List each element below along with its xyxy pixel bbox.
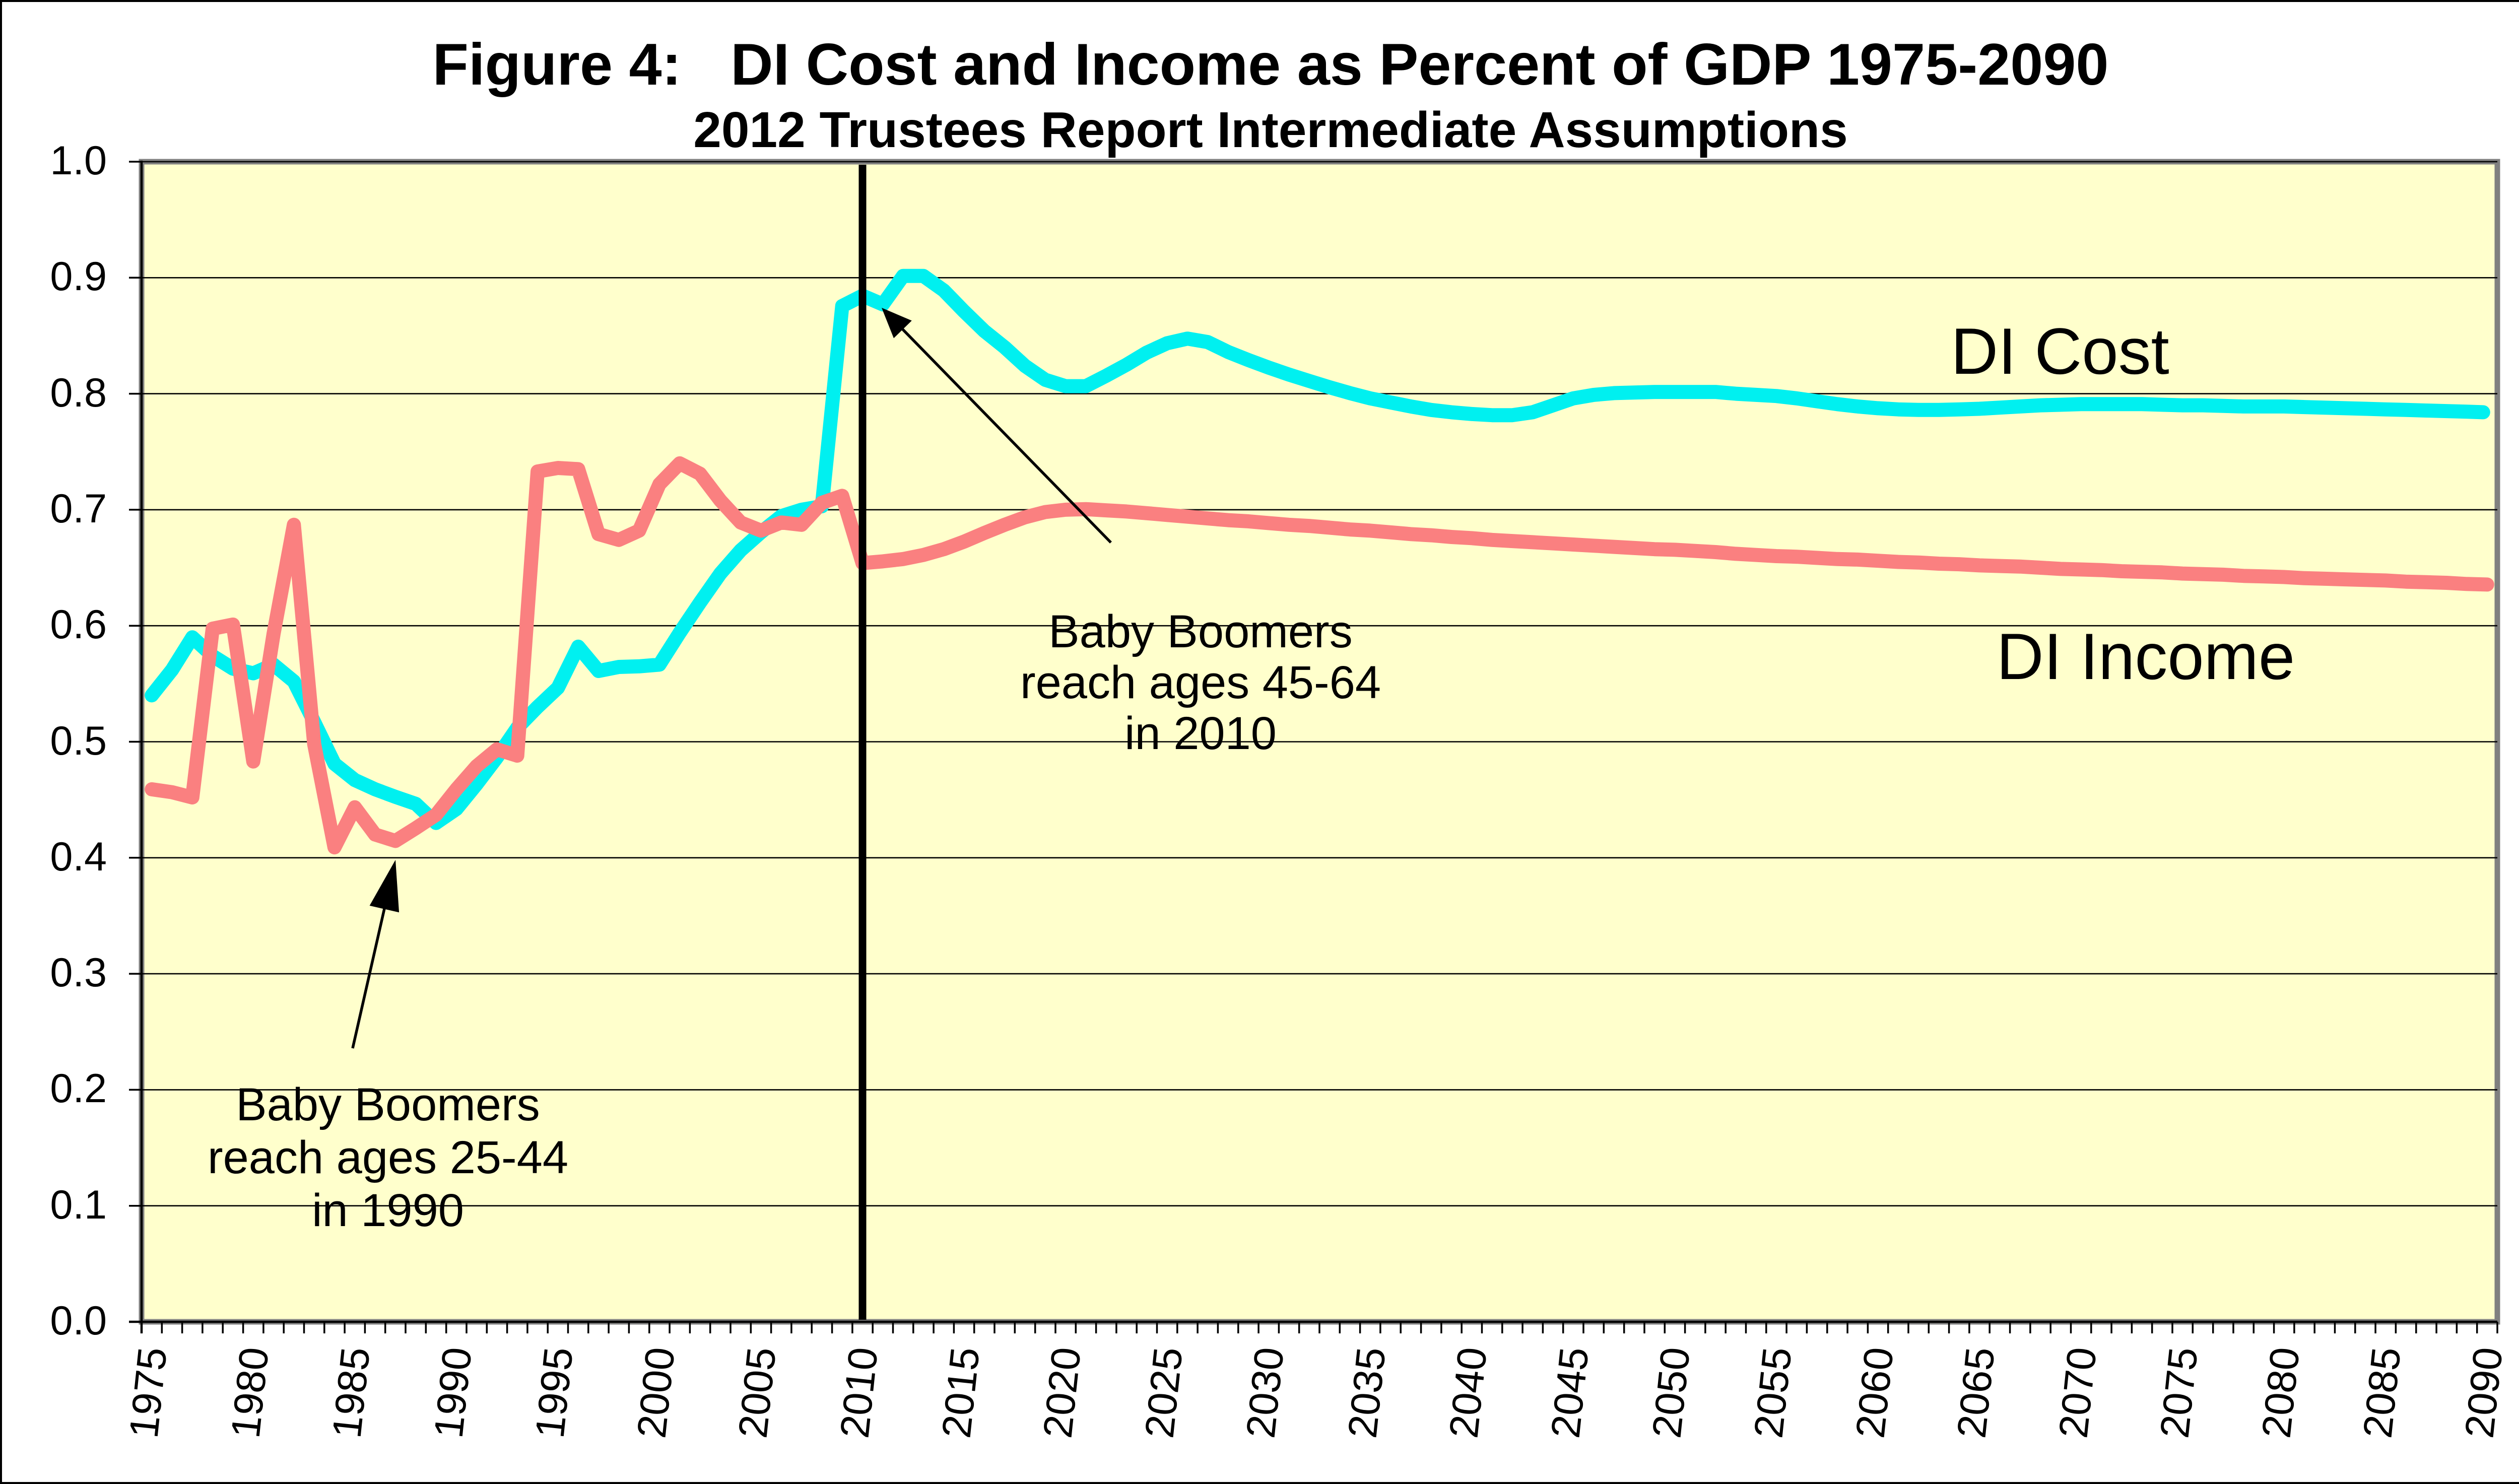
svg-text:2000: 2000 — [629, 1345, 684, 1440]
svg-text:2010: 2010 — [832, 1345, 887, 1440]
svg-text:2085: 2085 — [2355, 1345, 2410, 1440]
svg-text:Baby Boomers: Baby Boomers — [1048, 606, 1352, 657]
svg-text:2060: 2060 — [1848, 1345, 1902, 1440]
svg-text:2045: 2045 — [1543, 1345, 1598, 1440]
svg-text:2090: 2090 — [2457, 1345, 2511, 1440]
svg-text:1990: 1990 — [426, 1345, 481, 1440]
svg-text:0.3: 0.3 — [50, 950, 107, 995]
svg-text:2070: 2070 — [2051, 1345, 2105, 1440]
svg-text:DI Income: DI Income — [1997, 620, 2295, 693]
svg-text:2055: 2055 — [1746, 1345, 1801, 1440]
svg-text:0.8: 0.8 — [50, 370, 107, 416]
svg-text:Figure 4: DI Cost and Income: Figure 4: DI Cost and Income as Percent … — [433, 31, 2109, 97]
svg-text:2080: 2080 — [2254, 1345, 2308, 1440]
svg-text:reach ages 25-44: reach ages 25-44 — [208, 1132, 568, 1183]
svg-text:2030: 2030 — [1238, 1345, 1293, 1440]
svg-text:2005: 2005 — [731, 1345, 785, 1440]
svg-text:2075: 2075 — [2152, 1345, 2207, 1440]
svg-text:0.1: 0.1 — [50, 1182, 107, 1228]
svg-text:0.9: 0.9 — [50, 254, 107, 299]
svg-text:2065: 2065 — [1949, 1345, 2004, 1440]
svg-text:1995: 1995 — [527, 1345, 582, 1440]
svg-text:1985: 1985 — [324, 1345, 379, 1440]
svg-text:0.6: 0.6 — [50, 602, 107, 647]
svg-text:in 2010: in 2010 — [1124, 708, 1277, 759]
svg-text:2012 Trustees Report Intermedi: 2012 Trustees Report Intermediate Assump… — [693, 102, 1847, 158]
svg-text:2040: 2040 — [1441, 1345, 1496, 1440]
svg-text:2050: 2050 — [1644, 1345, 1699, 1440]
svg-text:0.2: 0.2 — [50, 1066, 107, 1111]
svg-text:reach ages 45-64: reach ages 45-64 — [1020, 657, 1381, 708]
svg-text:2035: 2035 — [1340, 1345, 1395, 1440]
svg-text:in 1990: in 1990 — [312, 1185, 464, 1236]
svg-text:2015: 2015 — [934, 1345, 988, 1440]
svg-text:2020: 2020 — [1035, 1345, 1090, 1440]
svg-text:0.4: 0.4 — [50, 834, 107, 880]
svg-text:1980: 1980 — [223, 1345, 278, 1440]
svg-text:Baby Boomers: Baby Boomers — [236, 1079, 540, 1130]
svg-text:0.5: 0.5 — [50, 718, 107, 764]
svg-text:0.7: 0.7 — [50, 486, 107, 531]
svg-text:2025: 2025 — [1137, 1345, 1191, 1440]
svg-text:1975: 1975 — [121, 1345, 176, 1440]
svg-text:DI Cost: DI Cost — [1951, 314, 2169, 388]
svg-text:0.0: 0.0 — [50, 1298, 107, 1343]
svg-text:1.0: 1.0 — [50, 138, 107, 183]
